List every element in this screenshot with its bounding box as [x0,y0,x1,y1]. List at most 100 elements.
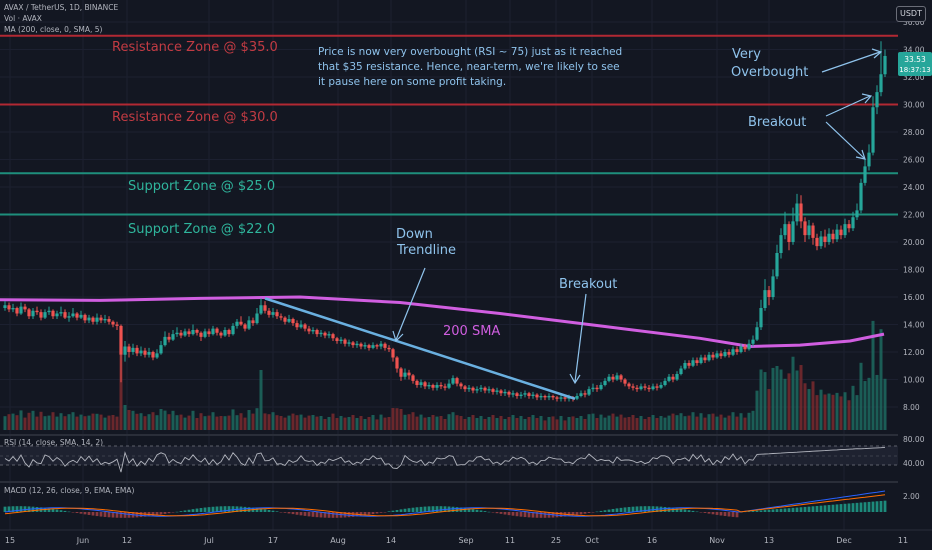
macd-hist-bar [675,508,679,512]
macd-hist-bar [591,512,595,513]
macd-hist-bar [319,512,323,518]
candle-body [715,353,719,358]
macd-hist-bar [859,502,863,512]
volume-bar [679,413,683,430]
volume-bar [271,412,275,430]
candle-body [507,391,511,395]
candle-body [319,332,323,335]
macd-hist-bar [47,508,51,512]
symbol-legend[interactable]: AVAX / TetherUS, 1D, BINANCE [4,3,119,12]
candle-body [763,290,767,308]
macd-hist-bar [87,512,91,515]
resistance-35-label: Resistance Zone @ $35.0 [112,40,278,55]
macd-hist-bar [851,503,855,512]
price-tick-label: 10.00 [903,376,925,385]
candle-body [387,347,391,350]
macd-hist-bar [83,512,87,515]
candle-body [307,328,311,332]
macd-hist-bar [63,510,67,512]
volume-bar [359,416,363,430]
volume-bar [455,415,459,430]
time-axis[interactable]: 15 Jun 12 Jul 17 Aug 14 Sep 11 25 Oct 16 Nov 13 Dec 11 [5,536,908,545]
candle-body [343,339,347,344]
candle-body [283,317,287,322]
candle-body [231,325,235,335]
volume-bar [99,414,103,430]
time-tick-label: 16 [647,536,657,545]
candle-body [155,353,159,358]
volume-bar [59,413,63,430]
volume-bar [427,417,431,430]
candle-body [559,397,563,399]
candle-body [75,313,79,318]
volume-bar [295,415,299,430]
volume-bar [363,419,367,430]
candle-body [359,343,363,347]
volume-bar [11,413,15,430]
volume-bar [543,420,547,430]
volume-bars [3,320,887,430]
macd-hist-bar [103,512,107,517]
candle-body [743,346,747,350]
macd-hist-bar [579,512,583,515]
volume-legend[interactable]: Vol · AVAX [4,14,42,23]
down-trendline[interactable] [264,297,576,400]
macd-hist-bar [243,506,247,512]
candle-body [803,221,807,236]
candle-body [379,343,383,347]
volume-bar [235,415,239,430]
volume-bar [227,415,231,430]
macd-hist-bar [863,502,867,512]
time-tick-label: Jun [76,536,90,545]
macd-hist-bar [435,506,439,512]
volume-bar [399,409,403,430]
macd-hist-bar [475,509,479,512]
macd-hist-bar [819,505,823,512]
overbought-arrowhead [871,48,883,59]
macd-hist-bar [719,512,723,516]
candle-body [199,332,203,337]
volume-bar [571,416,575,430]
macd-hist-bar [67,511,71,513]
macd-legend[interactable]: MACD (12, 26, close, 9, EMA, EMA) [4,486,135,495]
macd-hist-bar [879,500,883,512]
candle-body [39,312,43,318]
volume-bar [643,419,647,430]
rsi-legend[interactable]: RSI (14, close, SMA, 14, 2) [4,438,104,447]
macd-hist-bar [639,506,643,512]
candle-body [691,360,695,366]
volume-bar [147,414,151,430]
macd-hist-bar [155,512,159,516]
candle-body [227,330,231,335]
macd-hist-bar [219,506,223,512]
volume-bar [143,416,147,430]
macd-hist-bar [91,512,95,516]
macd-hist-bar [471,509,475,512]
volume-bar [767,389,771,430]
candle-body [839,229,843,236]
macd-hist-bar [323,512,327,518]
volume-bar [299,414,303,430]
candle-body [51,310,55,317]
volume-bar [671,413,675,430]
macd-hist-bar [823,505,827,512]
price-scale[interactable]: 36.00 34.00 32.00 30.00 28.00 26.00 24.00 22.00… [903,18,925,412]
macd-hist-bar [723,512,727,517]
macd-hist-bar [687,510,691,512]
macd-hist-bar [663,506,667,512]
candlesticks [3,41,887,402]
rsi-tick-80: 80.00 [903,435,925,444]
candle-body [723,352,727,357]
macd-hist-bar [407,508,411,512]
breakout-right-label: Breakout [748,115,806,130]
candle-body [475,389,479,391]
ma-legend[interactable]: MA (200, close, 0, SMA, 5) [4,25,103,34]
candle-body [551,396,555,398]
currency-button[interactable]: USDT [896,6,926,22]
price-tick-label: 18.00 [903,266,925,275]
candle-body [523,393,527,395]
volume-bar [663,417,667,430]
volume-bar [15,415,19,430]
volume-bar [635,418,639,430]
